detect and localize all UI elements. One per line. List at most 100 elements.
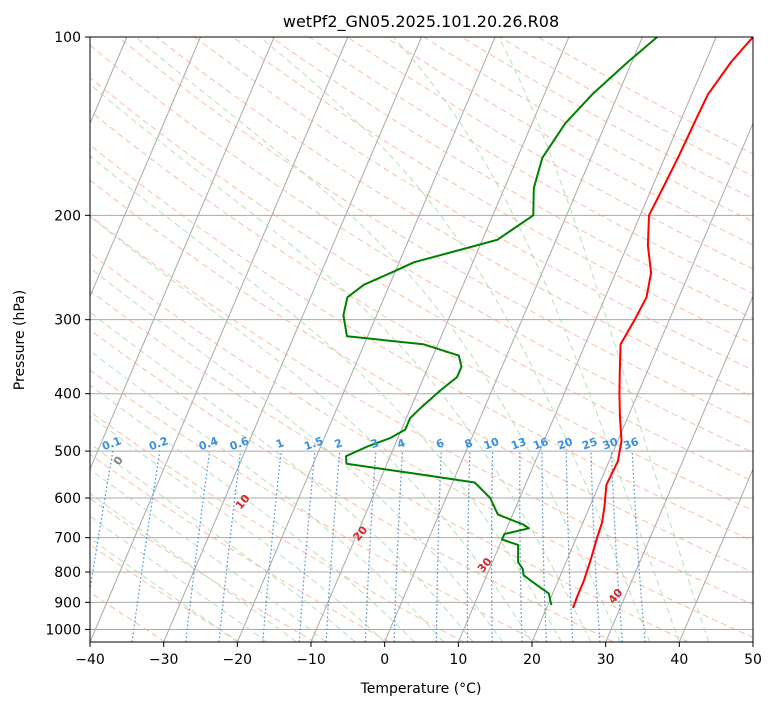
dry-adiabat-label: 20 [351,523,371,543]
y-tick-label: 800 [54,565,81,581]
mixing-ratio-label: 36 [622,435,641,453]
y-tick-label: 600 [54,491,81,507]
isotherm [384,37,643,642]
x-axis-label: Temperature (°C) [360,681,482,697]
dewpoint-profile-line [342,37,658,606]
y-tick-label: 300 [54,313,81,329]
mixing-ratio-label: 0.4 [197,434,220,453]
mixing-ratio-line [185,451,211,642]
isotherm [678,467,753,642]
dry-adiabat [90,369,540,642]
dry-adiabat [461,37,753,200]
dry-adiabat [118,37,753,425]
mixing-ratio-line [298,451,316,642]
dry-adiabat [90,498,315,642]
isotherm [752,640,753,642]
mixing-ratio-label: 3 [369,436,381,451]
dry-adiabat [423,37,753,223]
plot-area: -100-90-80-70-60-50-40-30-20-10010203040… [25,37,753,642]
mixing-ratio-line [218,451,242,642]
mixing-ratio-label: 1 [274,436,286,451]
mixing-ratio-line [466,451,471,642]
x-tick-label: −10 [296,652,326,668]
mixing-ratio-line [393,451,404,642]
y-tick-label: 200 [54,208,81,224]
isotherm-lines [90,37,753,642]
y-tick-label: 400 [54,387,81,403]
dry-adiabat [90,252,753,639]
mixing-ratio-label: 13 [509,435,528,452]
dry-adiabat [385,37,753,246]
mixing-ratio-label: 0.6 [228,434,251,453]
moist-adiabat [135,37,621,642]
y-tick-label: 700 [54,531,81,547]
x-axis-ticks: −40 −30 −20 −10 0 10 20 30 40 50 [75,642,762,668]
x-tick-label: −20 [223,652,253,668]
mixing-ratio-line [490,451,494,642]
dry-adiabat-label: 10 [233,492,253,512]
mixing-ratio-label: 6 [434,436,446,451]
mixing-ratio-label: 20 [556,435,575,453]
y-tick-label: 500 [54,444,81,460]
temperature-profile-line [572,37,753,609]
mixing-ratio-line [631,451,646,642]
isotherm [90,37,275,471]
moist-adiabat [392,37,680,642]
moist-adiabat [259,37,651,642]
y-axis-label: Pressure (hPa) [12,290,28,390]
moist-adiabat [90,215,533,642]
isotherm [457,37,717,642]
dry-adiabat [90,44,753,453]
dry-adiabat [270,37,753,319]
isotherm [310,37,570,642]
mixing-ratio-line [325,451,341,642]
mixing-ratio-label: 8 [463,436,475,451]
dry-adiabat [90,76,753,482]
mixing-ratio-label: 0.2 [147,434,170,453]
mixing-ratio-label: 16 [531,435,550,453]
dry-adiabat [90,329,614,642]
mixing-ratio-line [131,451,161,642]
moist-adiabat [90,384,415,642]
isotherm [531,122,753,642]
mixing-ratio-label: 25 [580,435,599,452]
dry-adiabat-lines [90,37,753,642]
y-tick-label: 1000 [45,622,81,638]
moist-adiabat [90,267,503,642]
mixing-ratio-labels: 0.1 0.2 0.4 0.6 1 1.5 2 3 4 6 8 10 13 16 20 25 30 36 [100,434,640,453]
y-tick-label: 100 [54,30,81,46]
moist-adiabat [90,492,297,642]
dry-adiabat [90,110,753,512]
dry-adiabat [537,37,753,155]
mixing-ratio-line [364,451,377,642]
x-tick-label: 40 [670,652,688,668]
mixing-ratio-line [519,451,523,642]
x-tick-label: −30 [149,652,179,668]
mixing-ratio-label: 0.1 [100,434,123,453]
dry-adiabat-label: 0 [111,453,126,467]
pressure-gridlines [90,37,753,630]
x-tick-label: 30 [597,652,615,668]
x-tick-label: −40 [75,652,105,668]
mixing-ratio-line [565,451,574,642]
y-tick-label: 900 [54,595,81,611]
moist-adiabat [90,350,444,642]
dry-adiabat-label: -10 [25,434,48,458]
moist-adiabat [90,515,268,642]
moist-adiabat [90,311,474,642]
mixing-ratio-label: 4 [395,436,407,451]
dry-adiabat [156,37,753,398]
x-tick-label: 10 [449,652,467,668]
isotherm [236,37,496,642]
mixing-ratio-label: 10 [482,435,501,453]
y-axis-ticks: 100 200 300 400 500 600 700 800 900 1000 [45,30,90,638]
dry-adiabat [90,215,753,606]
isotherm [605,295,753,642]
isotherm [90,37,201,298]
dry-adiabat [90,410,465,642]
mixing-ratio-label: 30 [601,435,620,453]
isotherm [163,37,422,642]
moist-adiabat-lines [90,37,710,642]
